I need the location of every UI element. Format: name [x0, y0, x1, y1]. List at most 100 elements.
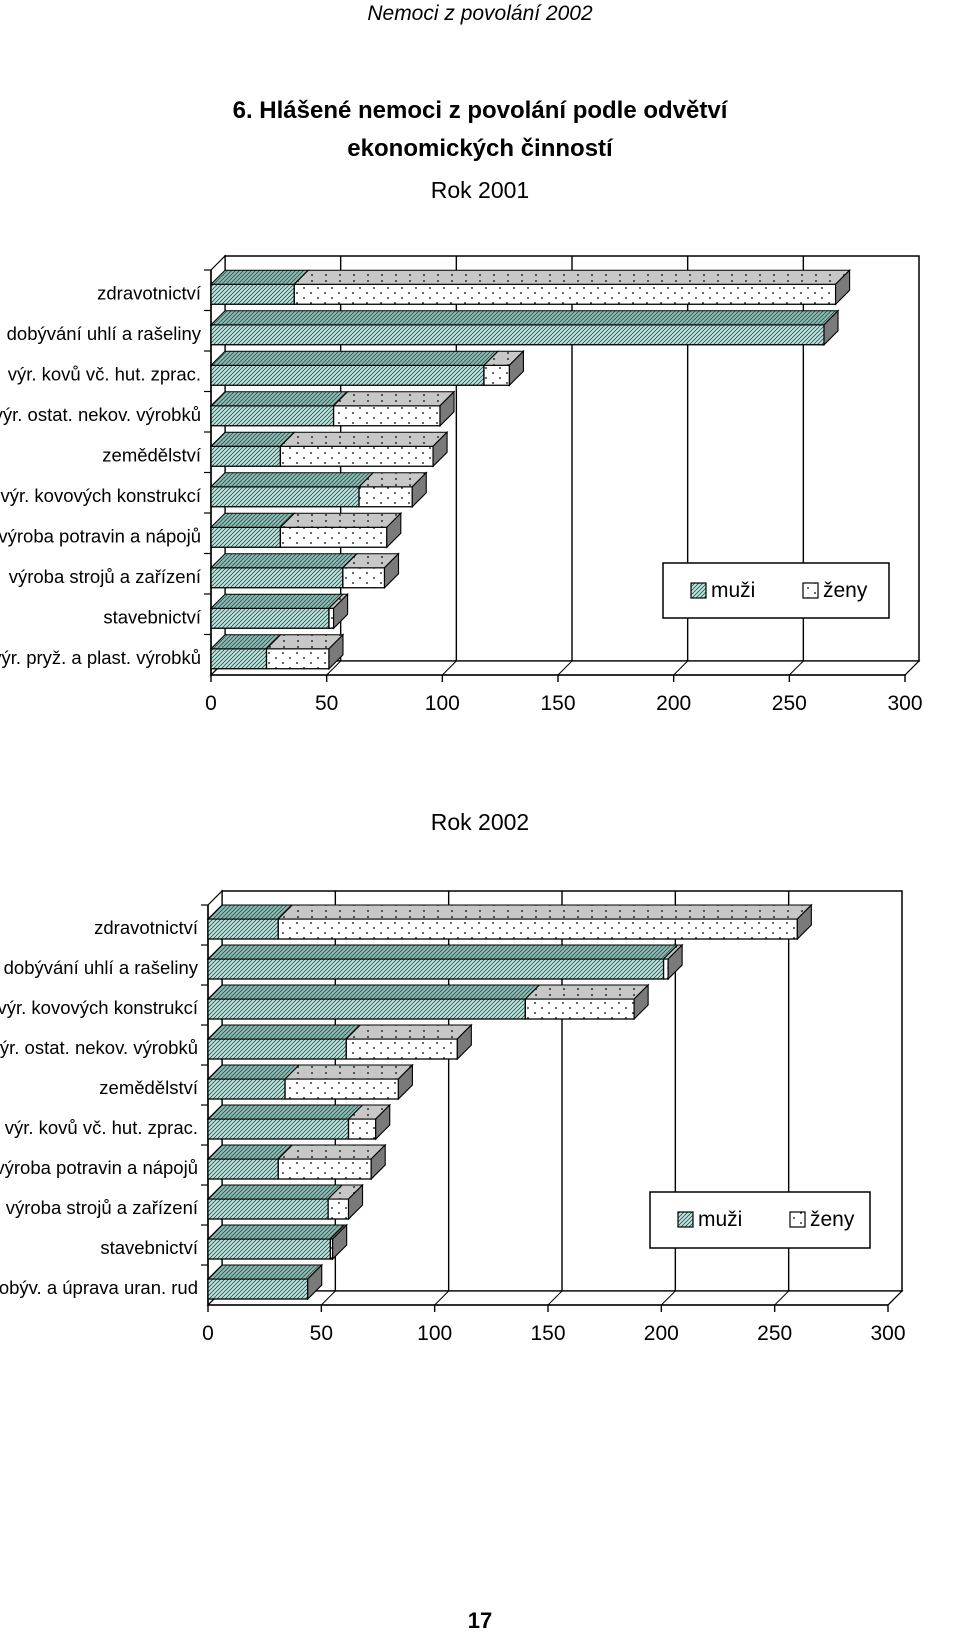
bar-men	[210, 445, 282, 467]
bar-men-top	[206, 1104, 364, 1120]
bar-side	[796, 903, 812, 941]
bar-side	[397, 1063, 413, 1101]
bar-men	[207, 1238, 332, 1260]
bar-side	[411, 471, 427, 509]
bar-men	[207, 1198, 329, 1220]
category-label: stavebnictví	[100, 1237, 199, 1258]
bar-men	[210, 486, 360, 508]
chart-2002-svg: Rok 2002 0 50 100 150 200 250 300 zdravotnictví d…	[0, 809, 906, 1345]
floor-gridline	[660, 1290, 676, 1306]
bar-women	[277, 1158, 372, 1180]
floor-gridline	[326, 660, 342, 676]
legend-label-women: ženy	[823, 579, 868, 602]
bar-women-top	[276, 904, 813, 920]
chart-2002: Rok 2002 0 50 100 150 200 250 300 zdravotnictví d…	[0, 800, 960, 1400]
legend-swatch-men	[690, 582, 707, 599]
bar-men-top	[206, 1024, 362, 1040]
legend-label-women: ženy	[810, 1208, 855, 1231]
bar-side	[456, 1023, 472, 1061]
bar-side	[633, 983, 649, 1021]
chart-title: Rok 2002	[431, 809, 529, 835]
bar-women	[327, 1198, 350, 1220]
bar-side	[835, 268, 851, 306]
x-tick-label: 50	[310, 1322, 333, 1345]
chart-2001-svg: Rok 2001 0 50 100 150 200 250 300 zdravotnictví d…	[0, 177, 923, 715]
category-label: výr. kovových konstrukcí	[1, 485, 202, 506]
bar-men-top	[206, 1224, 346, 1240]
category-label: výroba potravin a nápojů	[0, 1157, 198, 1178]
category-label: výr. ostat. nekov. výrobků	[0, 1037, 198, 1058]
bar-side	[823, 309, 839, 347]
bar-men	[207, 918, 279, 940]
bar-women	[279, 445, 434, 467]
category-label: dobývání uhlí a rašeliny	[7, 323, 202, 344]
legend: muži ženy	[649, 1191, 871, 1249]
bar-men-top	[209, 269, 310, 285]
page-header: Nemoci z povolání 2002	[367, 2, 593, 25]
bar-men-top	[209, 472, 375, 488]
bar-men	[210, 364, 485, 386]
bar-women	[332, 405, 441, 427]
category-label: stavebnictví	[103, 606, 202, 627]
bar-women-top	[344, 1024, 473, 1040]
x-tick-label: 100	[417, 1322, 452, 1345]
legend-swatch-women	[789, 1211, 806, 1228]
x-tick-label: 150	[540, 692, 575, 715]
title-line-1: 6. Hlášené nemoci z povolání podle odvět…	[232, 97, 728, 124]
floor-gridline	[673, 660, 689, 676]
bar-men-top	[206, 1264, 324, 1280]
bar-men-top	[209, 593, 345, 609]
floor-gridline	[547, 1290, 563, 1306]
legend: muži ženy	[662, 562, 890, 619]
bar-men	[207, 1038, 347, 1060]
category-label: zemědělství	[99, 1077, 199, 1098]
x-tick-label: 50	[315, 692, 338, 715]
bar-men	[207, 1278, 309, 1300]
bar-women-top	[332, 391, 456, 407]
bar-women	[328, 607, 335, 629]
bar-side	[383, 552, 400, 590]
bar-men-top	[209, 391, 349, 407]
bar-side	[347, 1183, 364, 1221]
bar-men	[207, 1078, 286, 1100]
bar-side	[332, 1223, 348, 1261]
bar-men-top	[206, 984, 541, 1000]
bar-men-top	[209, 310, 840, 326]
floor-gridline	[434, 1290, 450, 1306]
bar-men	[210, 607, 330, 629]
legend-label-men: muži	[698, 1208, 742, 1231]
category-label: dobýv. a úprava uran. rud	[0, 1277, 198, 1298]
x-tick-label: 0	[202, 1322, 214, 1345]
title-line-2: ekonomických činností	[347, 135, 613, 162]
bar-women	[524, 998, 635, 1020]
category-label: dobývání uhlí a rašeliny	[4, 957, 199, 978]
category-label: zemědělství	[102, 444, 202, 465]
bar-side	[328, 633, 344, 671]
x-tick-label: 150	[530, 1322, 565, 1345]
floor-gridline	[887, 1290, 903, 1306]
floor-gridline	[320, 1290, 336, 1306]
bar-side	[307, 1263, 323, 1301]
bar-men	[207, 998, 526, 1020]
floor-gridline	[904, 660, 920, 676]
category-label: výr. ostat. nekov. výrobků	[0, 404, 201, 425]
bar-men	[207, 1118, 350, 1140]
category-label: zdravotnictví	[97, 282, 202, 303]
bar-women	[345, 1038, 458, 1060]
bar-men-top	[209, 553, 359, 569]
floor-gridline	[774, 1290, 790, 1306]
bar-women	[279, 526, 388, 548]
legend-swatch-men	[677, 1211, 694, 1228]
category-label: výroba strojů a zařízení	[6, 1197, 199, 1218]
page-number: 17	[467, 1608, 493, 1633]
bar-women-top	[276, 1144, 387, 1160]
x-tick-label: 0	[205, 692, 217, 715]
bar-side	[375, 1103, 391, 1141]
bar-women	[277, 918, 798, 940]
bar-men-top	[206, 1064, 301, 1080]
page-title: 6. Hlášené nemoci z povolání podle odvět…	[0, 92, 960, 168]
category-label: výroba strojů a zařízení	[9, 566, 202, 587]
bar-women	[358, 486, 413, 508]
floor-gridline	[441, 660, 457, 676]
bar-women	[342, 567, 386, 589]
